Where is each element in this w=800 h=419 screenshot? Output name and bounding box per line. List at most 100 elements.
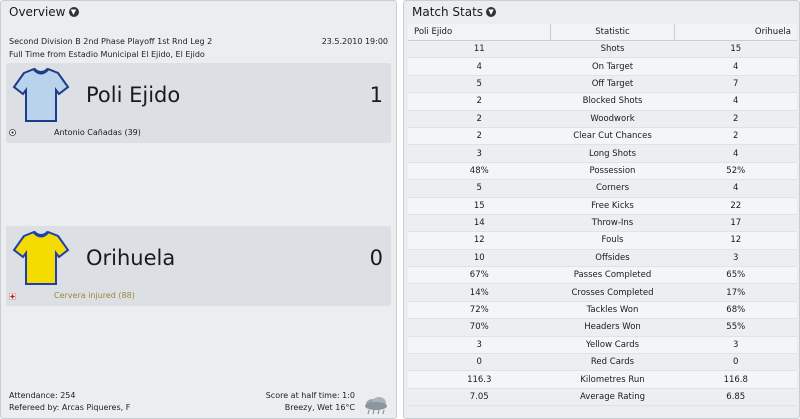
stat-label: Off Target <box>550 75 675 94</box>
stat-away-value: 17 <box>674 214 797 233</box>
match-stats-title-label: Match Stats <box>412 5 484 19</box>
stat-away-value: 17% <box>674 283 797 302</box>
table-row: 116.3 Kilometres Run 116.8 <box>408 370 797 389</box>
match-date: 23.5.2010 19:00 <box>321 37 388 46</box>
stat-label: Average Rating <box>550 388 675 407</box>
home-score: 1 <box>369 83 383 107</box>
table-row: 0 Red Cards 0 <box>408 353 797 372</box>
stat-label: Shots <box>550 40 675 59</box>
stat-home-value: 15 <box>408 197 551 215</box>
stat-home-value: 12 <box>408 231 551 250</box>
injury-icon <box>9 293 16 300</box>
table-row: 7.05 Average Rating 6.85 <box>408 388 797 407</box>
match-stats-panel: Match Stats ▼ Poli Ejido Statistic Orihu… <box>403 0 800 419</box>
away-team-box: Orihuela 0 Cervera injured (88) <box>6 226 391 306</box>
stat-away-value: 55% <box>674 318 797 337</box>
table-row: 2 Woodwork 2 <box>408 110 797 128</box>
stat-away-value: 4 <box>674 179 797 198</box>
stat-home-value: 2 <box>408 127 551 146</box>
match-stats-title[interactable]: Match Stats ▼ <box>412 5 497 19</box>
stat-away-value: 116.8 <box>674 370 797 389</box>
stat-away-value: 4 <box>674 57 797 76</box>
away-shirt-icon <box>12 230 70 285</box>
stat-label: Tackles Won <box>550 301 675 320</box>
away-team-name[interactable]: Orihuela <box>86 246 176 270</box>
table-row: 67% Passes Completed 65% <box>408 266 797 285</box>
stat-label: Passes Completed <box>550 266 675 285</box>
stat-away-value: 2 <box>674 110 797 128</box>
overview-title[interactable]: Overview ▼ <box>9 5 79 19</box>
home-team-box: Poli Ejido 1 Antonio Cañadas (39) <box>6 63 391 143</box>
stat-label: Offsides <box>550 249 675 268</box>
table-row: 12 Fouls 12 <box>408 231 797 250</box>
stat-away-value: 52% <box>674 162 797 181</box>
attendance-label: Attendance: 254 <box>9 391 76 400</box>
stat-away-value: 68% <box>674 301 797 320</box>
halftime-score-label: Score at half time: 1:0 <box>265 391 355 400</box>
home-event: Antonio Cañadas (39) <box>54 128 141 137</box>
column-header-away[interactable]: Orihuela <box>674 24 797 41</box>
stat-home-value: 5 <box>408 75 551 94</box>
column-header-home[interactable]: Poli Ejido <box>408 24 551 41</box>
away-event: Cervera injured (88) <box>54 291 135 300</box>
table-row: 5 Corners 4 <box>408 179 797 198</box>
table-row: 70% Headers Won 55% <box>408 318 797 337</box>
stat-away-value: 65% <box>674 266 797 285</box>
stat-away-value: 0 <box>674 353 797 372</box>
table-row: 5 Off Target 7 <box>408 75 797 94</box>
table-row: 72% Tackles Won 68% <box>408 301 797 320</box>
table-row: 48% Possession 52% <box>408 162 797 181</box>
stat-home-value: 72% <box>408 301 551 320</box>
stat-label: Yellow Cards <box>550 336 675 355</box>
stat-away-value: 4 <box>674 92 797 111</box>
table-row: 11 Shots 15 <box>408 40 797 59</box>
stat-away-value: 6.85 <box>674 388 797 407</box>
weather-label: Breezy, Wet 16°C <box>284 403 355 412</box>
table-row: 2 Blocked Shots 4 <box>408 92 797 111</box>
overview-title-label: Overview <box>9 5 66 19</box>
stat-label: Free Kicks <box>550 197 675 215</box>
table-row: 4 On Target 4 <box>408 57 797 76</box>
stat-home-value: 14 <box>408 214 551 233</box>
competition-label: Second Division B 2nd Phase Playoff 1st … <box>9 37 213 46</box>
stat-away-value: 2 <box>674 127 797 146</box>
stat-home-value: 116.3 <box>408 370 551 389</box>
stat-home-value: 4 <box>408 57 551 76</box>
table-row: 15 Free Kicks 22 <box>408 197 797 215</box>
chevron-down-icon[interactable]: ▼ <box>486 7 497 17</box>
stat-label: Possession <box>550 162 675 181</box>
table-row: 10 Offsides 3 <box>408 249 797 268</box>
stat-label: On Target <box>550 57 675 76</box>
venue-label: Full Time from Estadio Municipal El Ejid… <box>9 50 205 59</box>
stat-home-value: 5 <box>408 179 551 198</box>
stat-label: Fouls <box>550 231 675 250</box>
stat-home-value: 70% <box>408 318 551 337</box>
stat-home-value: 7.05 <box>408 388 551 407</box>
stat-label: Corners <box>550 179 675 198</box>
column-header-statistic[interactable]: Statistic <box>550 24 675 41</box>
home-team-name[interactable]: Poli Ejido <box>86 83 181 107</box>
stat-away-value: 3 <box>674 336 797 355</box>
stat-away-value: 12 <box>674 231 797 250</box>
away-score: 0 <box>369 246 383 270</box>
stat-home-value: 14% <box>408 283 551 302</box>
stat-label: Blocked Shots <box>550 92 675 111</box>
home-shirt-icon <box>12 67 70 122</box>
stat-home-value: 0 <box>408 353 551 372</box>
overview-panel: Overview ▼ Second Division B 2nd Phase P… <box>0 0 397 419</box>
rain-cloud-icon <box>365 397 387 415</box>
stat-label: Clear Cut Chances <box>550 127 675 146</box>
stat-away-value: 4 <box>674 144 797 163</box>
stat-home-value: 67% <box>408 266 551 285</box>
goal-ball-icon <box>9 129 16 136</box>
stat-home-value: 2 <box>408 110 551 128</box>
stat-label: Crosses Completed <box>550 283 675 302</box>
stat-away-value: 7 <box>674 75 797 94</box>
stat-home-value: 2 <box>408 92 551 111</box>
stat-home-value: 10 <box>408 249 551 268</box>
stat-label: Red Cards <box>550 353 675 372</box>
table-row: 3 Long Shots 4 <box>408 144 797 163</box>
chevron-down-icon[interactable]: ▼ <box>68 7 79 17</box>
table-row: 14% Crosses Completed 17% <box>408 283 797 302</box>
stats-table: Poli Ejido Statistic Orihuela 11 Shots 15 4… <box>408 24 797 407</box>
